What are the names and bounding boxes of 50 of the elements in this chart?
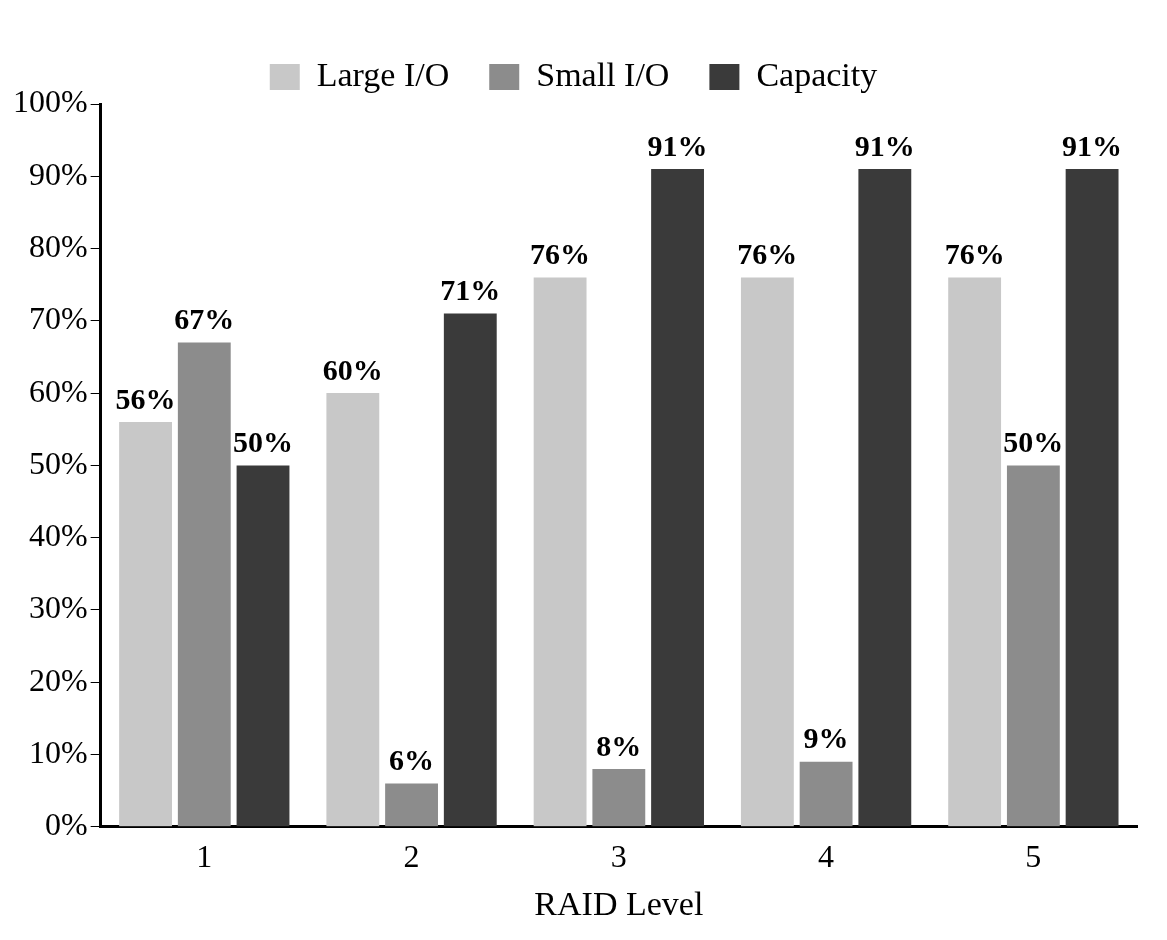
data-label: 67% [174,302,235,336]
bar [858,169,912,827]
data-label: 50% [1003,425,1064,459]
data-label: 91% [1062,128,1123,162]
data-label: 60% [322,352,383,386]
y-tick-label: 10% [29,733,88,770]
bar [326,393,380,827]
y-tick-label: 20% [29,661,88,698]
legend-label: Large I/O [316,55,450,93]
bar [799,761,853,827]
data-label: 9% [803,721,849,755]
bar [1006,465,1060,827]
legend-label: Capacity [756,55,878,93]
data-label: 8% [596,728,642,762]
data-label: 91% [854,128,915,162]
y-tick-label: 0% [45,806,88,843]
x-tick-label: 4 [818,838,835,875]
data-label: 76% [530,237,591,271]
bar [592,768,646,827]
bar [651,169,704,827]
legend-label: Small I/O [536,55,670,93]
bar [740,277,794,827]
data-label: 6% [389,743,435,777]
bar [443,313,497,827]
bar [533,277,587,827]
data-label: 56% [115,381,176,415]
y-tick-label: 80% [29,227,88,264]
y-tick-label: 100% [13,83,88,120]
bar [119,422,172,827]
data-label: 50% [233,425,294,459]
y-tick-label: 30% [29,589,88,626]
data-label: 76% [737,237,798,271]
y-tick-label: 40% [29,517,88,554]
x-tick-label: 3 [610,838,627,875]
data-label: 76% [944,237,1005,271]
data-label: 91% [647,128,708,162]
bar [948,277,1002,827]
x-tick-label: 2 [403,838,420,875]
y-tick-label: 60% [29,372,88,409]
x-tick-label: 5 [1025,838,1042,875]
bar [236,465,290,827]
bar [1065,169,1119,827]
y-tick-label: 70% [29,300,88,337]
bar [177,342,231,827]
y-tick-label: 90% [29,155,88,192]
y-tick-label: 50% [29,444,88,481]
bar [385,783,438,827]
x-tick-label: 1 [196,838,213,875]
data-label: 71% [440,273,501,307]
x-axis-title: RAID Level [534,884,704,922]
